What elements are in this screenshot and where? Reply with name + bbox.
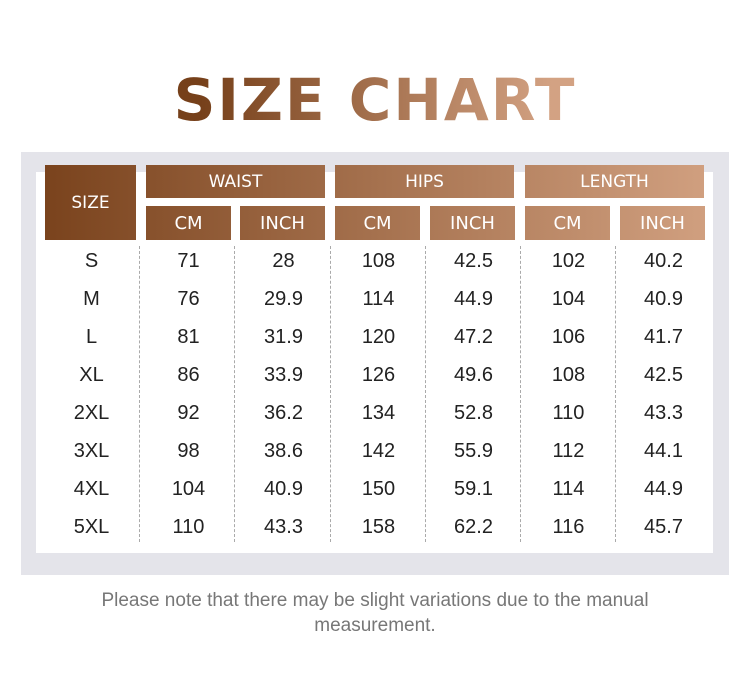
header-unit: CM [525,206,610,240]
measurement-cell: 38.6 [264,440,303,462]
header-unit: INCH [430,206,515,240]
measurement-cell: 33.9 [264,364,303,386]
header-unit: CM [335,206,420,240]
size-label: 2XL [73,402,110,424]
header-group-hips: HIPS [335,165,514,198]
measurement-cell: 110 [172,516,205,538]
column-divider [330,246,331,542]
column-divider [615,246,616,542]
measurement-cell: 42.5 [644,364,683,386]
column-divider [234,246,235,542]
measurement-cell: 47.2 [454,326,493,348]
measurement-cell: 76 [177,288,200,310]
measurement-cell: 29.9 [264,288,303,310]
measurement-cell: 31.9 [264,326,303,348]
header-group-length: LENGTH [525,165,704,198]
measurement-cell: 126 [361,364,396,386]
measurement-cell: 43.3 [264,516,303,538]
size-label: 4XL [73,478,110,500]
measurement-cell: 106 [551,326,586,348]
measurement-cell: 41.7 [644,326,683,348]
measurement-cell: 142 [361,440,396,462]
size-label: S [84,250,99,272]
measurement-cell: 116 [552,516,585,538]
size-label: L [85,326,98,348]
measurement-cell: 134 [361,402,396,424]
header-unit: INCH [620,206,705,240]
page-title: SIZE CHART [0,66,750,134]
measurement-cell: 92 [177,402,200,424]
measurement-cell: 40.9 [264,478,303,500]
measurement-cell: 120 [361,326,396,348]
measurement-cell: 36.2 [264,402,303,424]
measurement-cell: 150 [361,478,396,500]
measurement-cell: 44.9 [644,478,683,500]
measurement-cell: 104 [171,478,206,500]
measurement-cell: 108 [361,250,396,272]
measurement-cell: 52.8 [454,402,493,424]
measurement-cell: 104 [551,288,586,310]
size-label: 3XL [73,440,110,462]
measurement-cell: 43.3 [644,402,683,424]
measurement-cell: 59.1 [454,478,493,500]
measurement-cell: 158 [361,516,396,538]
measurement-cell: 28 [272,250,295,272]
column-divider [520,246,521,542]
size-label: XL [79,364,104,386]
header-size: SIZE [45,165,136,240]
measurement-cell: 44.1 [644,440,683,462]
measurement-cell: 49.6 [454,364,493,386]
measurement-cell: 102 [551,250,586,272]
measurement-cell: 112 [552,440,585,462]
measurement-cell: 62.2 [454,516,493,538]
measurement-cell: 98 [177,440,200,462]
measurement-cell: 55.9 [454,440,493,462]
column-divider [139,246,140,542]
measurement-cell: 86 [177,364,200,386]
header-unit: INCH [240,206,325,240]
measurement-cell: 45.7 [644,516,683,538]
measurement-cell: 40.2 [644,250,683,272]
size-label: M [83,288,100,310]
measurement-cell: 110 [552,402,585,424]
measurement-cell: 114 [552,478,585,500]
measurement-cell: 71 [177,250,200,272]
measurement-cell: 114 [362,288,395,310]
measurement-cell: 44.9 [454,288,493,310]
measurement-cell: 108 [551,364,586,386]
measurement-cell: 42.5 [454,250,493,272]
header-unit: CM [146,206,231,240]
column-divider [425,246,426,542]
measurement-cell: 40.9 [644,288,683,310]
header-group-waist: WAIST [146,165,325,198]
size-label: 5XL [73,516,110,538]
measurement-note: Please note that there may be slight var… [101,590,649,636]
measurement-cell: 81 [177,326,200,348]
